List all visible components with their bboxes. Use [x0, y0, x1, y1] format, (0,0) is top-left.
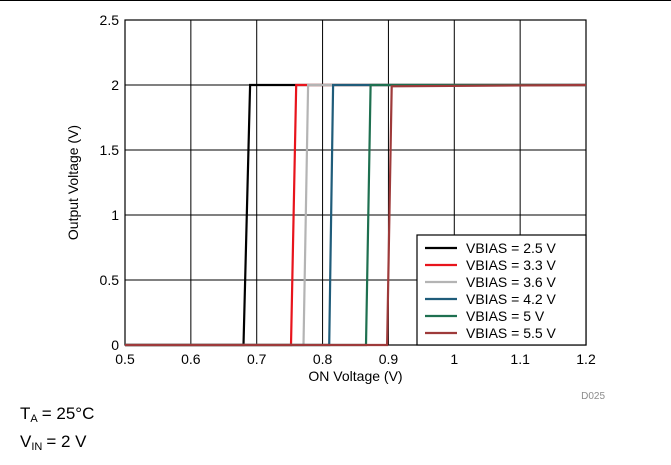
legend-label: VBIAS = 5.5 V [466, 325, 557, 341]
legend-label: VBIAS = 3.6 V [466, 274, 557, 290]
figure-id-label: D025 [581, 391, 605, 402]
legend-label: VBIAS = 2.5 V [466, 240, 557, 256]
x-tick-label: 1.1 [510, 351, 530, 367]
legend-label: VBIAS = 5 V [466, 308, 545, 324]
y-axis-title: Output Voltage (V) [65, 125, 81, 240]
legend-label: VBIAS = 3.3 V [466, 257, 557, 273]
y-tick-label: 0.5 [100, 272, 120, 288]
y-tick-label: 1 [111, 207, 119, 223]
legend-label: VBIAS = 4.2 V [466, 291, 557, 307]
legend-box [416, 234, 587, 346]
x-axis-title: ON Voltage (V) [308, 368, 402, 384]
series-line [125, 83, 587, 347]
y-tick-label: 2 [111, 77, 119, 93]
y-tick-label: 2.5 [100, 12, 120, 28]
top-border-rule [0, 0, 671, 1]
output-vs-on-voltage-chart: 0.5 0.6 0.7 0.8 0.9 1 1.1 1.200.511.522.5VBIAS … [65, 12, 605, 402]
x-tick-label: 0.7 [247, 351, 267, 367]
input-voltage-note: VIN = 2 V [20, 432, 87, 453]
x-tick-label: 0.6 [181, 351, 201, 367]
y-tick-label: 1.5 [100, 142, 120, 158]
ambient-temperature-note: TA = 25°C [20, 404, 95, 425]
x-tick-label: 0.8 [313, 351, 333, 367]
x-tick-label: 0.9 [379, 351, 399, 367]
x-tick-label: 0.5 [115, 351, 135, 367]
x-tick-label: 1.2 [576, 351, 596, 367]
y-tick-label: 0 [111, 337, 119, 353]
x-tick-label: 1 [450, 351, 458, 367]
